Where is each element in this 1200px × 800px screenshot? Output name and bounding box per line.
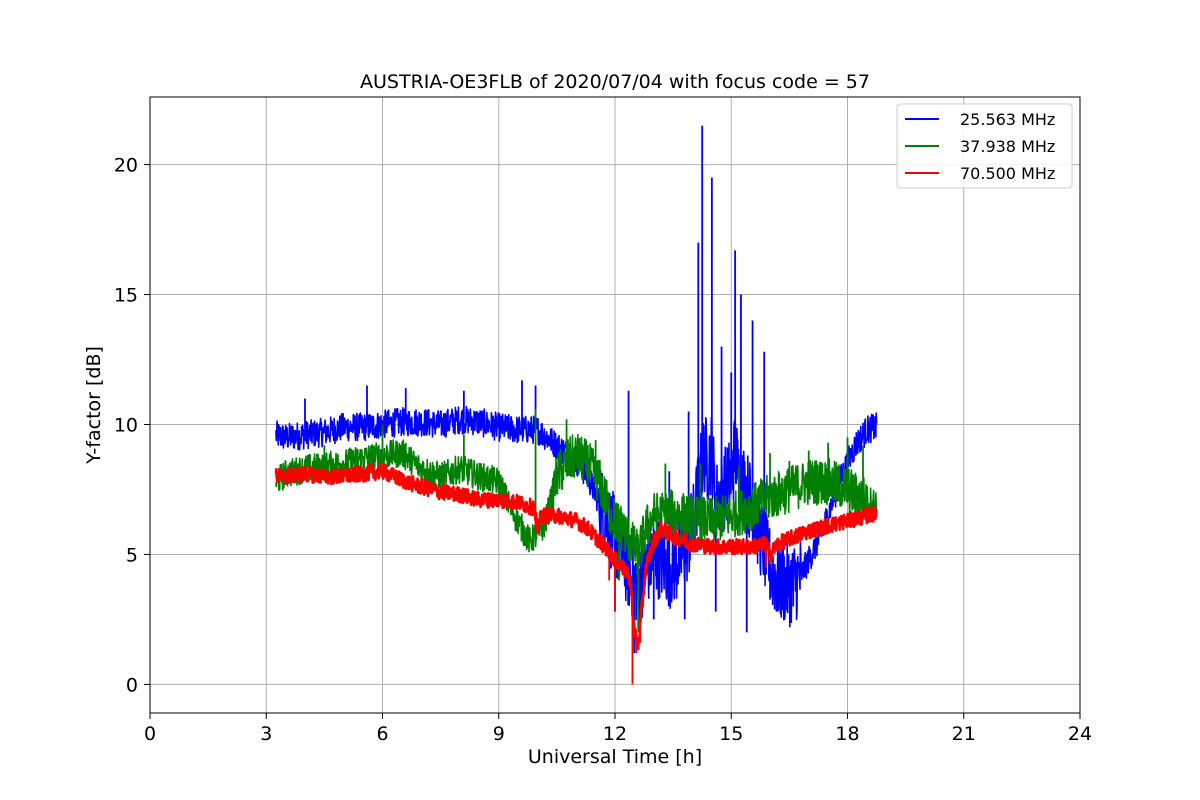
y-tick-label: 15 [114, 285, 138, 307]
legend-label: 37.938 MHz [960, 137, 1055, 156]
x-tick-label: 9 [493, 723, 505, 745]
x-tick-label: 15 [719, 723, 743, 745]
legend: 25.563 MHz 37.938 MHz 70.500 MHz [896, 103, 1073, 189]
x-tick-label: 3 [260, 723, 272, 745]
x-tick-label: 0 [144, 723, 156, 745]
y-tick-label: 20 [114, 155, 138, 177]
series-70-500-MHz-group [274, 462, 878, 685]
x-tick-label: 21 [952, 723, 976, 745]
x-tick-label: 6 [376, 723, 388, 745]
series-37-938-MHz-group [275, 408, 878, 633]
legend-label: 25.563 MHz [960, 110, 1055, 129]
chart-title: AUSTRIA-OE3FLB of 2020/07/04 with focus … [360, 71, 870, 93]
x-tick-label: 18 [835, 723, 859, 745]
y-axis: 0 5 10 15 20 [114, 155, 150, 696]
legend-label: 70.500 MHz [960, 164, 1055, 183]
x-axis: 0 3 6 9 12 15 18 21 24 [144, 713, 1092, 745]
legend-box [896, 103, 1073, 189]
y-axis-label: Y-factor [dB] [83, 346, 105, 465]
y-tick-label: 10 [114, 414, 138, 436]
series-layer [274, 125, 878, 685]
series-line [275, 433, 878, 576]
series-line [274, 462, 878, 651]
x-tick-label: 12 [603, 723, 627, 745]
y-tick-label: 5 [126, 544, 138, 566]
x-axis-label: Universal Time [h] [528, 746, 702, 768]
x-tick-label: 24 [1068, 723, 1092, 745]
y-tick-label: 0 [126, 674, 138, 696]
